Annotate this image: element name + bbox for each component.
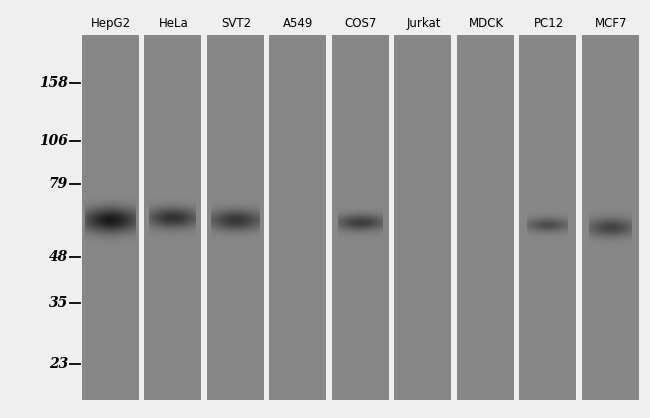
- Text: HepG2: HepG2: [91, 17, 131, 30]
- Text: COS7: COS7: [344, 17, 377, 30]
- Text: SVT2: SVT2: [221, 17, 251, 30]
- Text: A549: A549: [283, 17, 314, 30]
- Text: Jurkat: Jurkat: [406, 17, 441, 30]
- Text: 106: 106: [39, 135, 68, 148]
- Text: 158: 158: [39, 76, 68, 90]
- Text: 23: 23: [49, 357, 68, 371]
- Text: MDCK: MDCK: [469, 17, 504, 30]
- Text: HeLa: HeLa: [159, 17, 188, 30]
- Text: MCF7: MCF7: [595, 17, 627, 30]
- Text: 48: 48: [49, 250, 68, 264]
- Text: 79: 79: [49, 177, 68, 191]
- Text: 35: 35: [49, 296, 68, 310]
- Text: PC12: PC12: [534, 17, 564, 30]
